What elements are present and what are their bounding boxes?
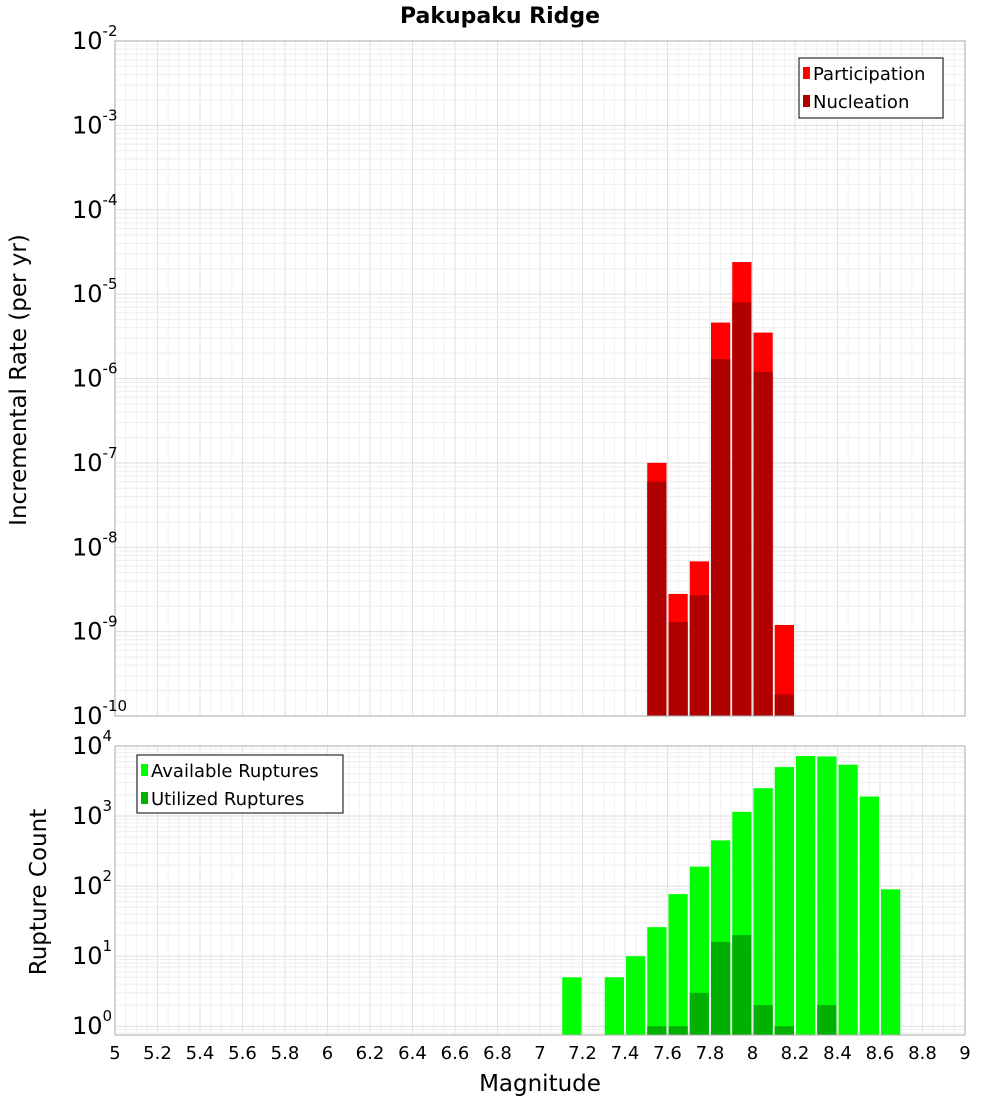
x-tick-label: 8 (747, 1043, 758, 1064)
x-tick-label: 7.2 (568, 1043, 597, 1064)
available-ruptures-bar (562, 977, 582, 1035)
x-tick-label: 5.6 (228, 1043, 257, 1064)
top-y-tick-label: 10-8 (72, 528, 118, 561)
legend-label: Utilized Ruptures (151, 789, 304, 810)
bottom-plot-frame (114, 745, 966, 1036)
utilized-ruptures-bar (711, 941, 731, 1035)
bottom-y-tick-label: 100 (72, 1007, 112, 1040)
x-tick-label: 7.8 (696, 1043, 725, 1064)
top-y-tick-label: 10-3 (72, 106, 118, 139)
utilized-ruptures-bar (647, 1026, 667, 1035)
nucleation-bar (689, 595, 709, 716)
legend-label: Participation (813, 64, 925, 85)
rupture-count-panel: 100 101 102 103 104 5 5.2 5.4 5.6 5.8 6 6.2 6.4 6.6 6.… (72, 727, 971, 1064)
x-tick-label: 5.2 (143, 1043, 172, 1064)
x-tick-label: 8.6 (866, 1043, 895, 1064)
bottom-y-tick-label: 102 (72, 867, 112, 900)
legend-swatch (141, 764, 148, 776)
top-y-tick-label: 10-4 (72, 191, 118, 224)
legend-label: Available Ruptures (151, 761, 319, 782)
x-tick-label: 8.8 (908, 1043, 937, 1064)
utilized-ruptures-bar (732, 935, 752, 1035)
nucleation-bar (774, 694, 794, 716)
x-tick-label: 6.4 (398, 1043, 427, 1064)
x-tick-label: 5.4 (186, 1043, 215, 1064)
utilized-ruptures-bar (753, 1005, 773, 1035)
chart-title: Pakupaku Ridge (400, 4, 600, 29)
utilized-ruptures-bar (774, 1026, 794, 1035)
bottom-y-axis-label: Rupture Count (26, 809, 52, 975)
x-tick-label: 6.8 (483, 1043, 512, 1064)
nucleation-bar (753, 371, 773, 716)
x-tick-label: 8.2 (781, 1043, 810, 1064)
x-tick-label: 6 (322, 1043, 333, 1064)
top-legend: Participation Nucleation (798, 57, 944, 119)
bottom-y-tick-label: 101 (72, 937, 112, 970)
bottom-bars (562, 755, 901, 1035)
top-y-tick-label: 10-10 (72, 697, 127, 730)
participation-bar (774, 624, 794, 716)
top-y-axis-label: Incremental Rate (per yr) (6, 234, 32, 526)
available-ruptures-bar (817, 756, 837, 1035)
top-grid (114, 40, 966, 717)
bottom-y-tick-label: 104 (72, 727, 112, 760)
x-tick-label: 6.6 (441, 1043, 470, 1064)
legend-swatch (803, 67, 810, 79)
nucleation-bar (732, 302, 752, 716)
available-ruptures-bar (774, 767, 794, 1035)
nucleation-bar (668, 622, 688, 716)
legend-box (136, 754, 344, 814)
available-ruptures-bar (859, 796, 879, 1035)
x-tick-label: 5.8 (271, 1043, 300, 1064)
available-ruptures-bar (647, 927, 667, 1035)
available-ruptures-bar (604, 977, 624, 1035)
legend-swatch (141, 792, 148, 804)
legend-label: Nucleation (813, 92, 909, 113)
nucleation-bar (711, 359, 731, 716)
utilized-ruptures-bar (817, 1005, 837, 1035)
bottom-legend: Available Ruptures Utilized Ruptures (136, 754, 344, 814)
incremental-rate-panel: 10-10 10-9 10-8 10-7 10-6 10-5 10-4 10-3 10-2 Par… (72, 22, 966, 730)
nucleation-bar (647, 481, 667, 716)
legend-swatch (803, 95, 810, 107)
x-tick-label: 5 (109, 1043, 120, 1064)
x-axis-label: Magnitude (479, 1071, 601, 1097)
available-ruptures-bar (796, 755, 816, 1035)
available-ruptures-bar (838, 764, 858, 1035)
top-y-tick-label: 10-6 (72, 360, 118, 393)
legend-box (798, 57, 944, 119)
bottom-y-tick-label: 103 (72, 797, 112, 830)
x-tick-label: 7.4 (611, 1043, 640, 1064)
top-y-tick-label: 10-2 (72, 22, 118, 55)
top-bars (647, 262, 794, 716)
x-tick-label: 8.4 (823, 1043, 852, 1064)
top-y-tick-label: 10-7 (72, 444, 118, 477)
available-ruptures-bar (753, 788, 773, 1035)
top-y-tick-label: 10-5 (72, 275, 118, 308)
utilized-ruptures-bar (689, 992, 709, 1035)
x-tick-label: 9 (959, 1043, 970, 1064)
available-ruptures-bar (668, 894, 688, 1035)
top-plot-frame (114, 40, 966, 717)
x-tick-label: 7 (534, 1043, 545, 1064)
x-tick-label: 6.2 (356, 1043, 385, 1064)
available-ruptures-bar (626, 956, 646, 1035)
utilized-ruptures-bar (668, 1026, 688, 1035)
available-ruptures-bar (881, 889, 901, 1035)
x-tick-label: 7.6 (653, 1043, 682, 1064)
top-y-tick-label: 10-9 (72, 613, 118, 646)
